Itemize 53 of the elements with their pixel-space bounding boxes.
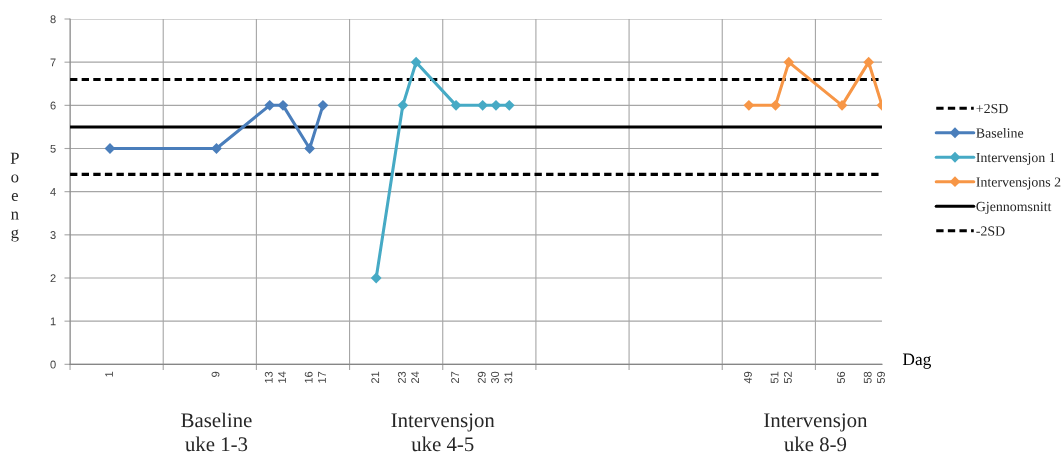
point [743, 99, 755, 111]
legend-label: +2SD [976, 103, 1008, 114]
y-tick-label: 1 [50, 317, 56, 326]
x-tick-label: 59 [877, 371, 885, 384]
y-axis-title: Poeng [10, 152, 19, 242]
text: Intervensjon uke 8-9 [764, 413, 868, 452]
x-tick-label: 30 [491, 371, 499, 384]
point [211, 143, 222, 154]
x-tick-label: 27 [451, 371, 459, 384]
legend-label: Intervensjons 2 [976, 177, 1061, 190]
x-tick-label: 51 [770, 371, 779, 384]
text: Intervensjon uke 4-5 [391, 413, 495, 452]
point [397, 99, 409, 111]
point [304, 143, 316, 154]
text: Baseline uke 1-3 [181, 412, 252, 452]
x-tick-label: 56 [837, 371, 846, 384]
y-tick-label: 2 [50, 274, 56, 283]
x-tick-label: 31 [504, 371, 513, 384]
x-tick-label: 21 [371, 371, 380, 384]
x-tick-label: 58 [863, 371, 872, 384]
legend-label: Intervensjon 1 [976, 152, 1055, 166]
x-tick-label: 23 [397, 371, 406, 384]
point [490, 99, 502, 111]
x-axis-title: Dag [902, 353, 932, 369]
y-tick-label: 3 [50, 231, 56, 239]
point [410, 56, 422, 68]
point [836, 99, 848, 111]
legend-label: Baseline [976, 127, 1024, 138]
x-tick-label: 14 [278, 371, 286, 383]
x-tick-label: 29 [477, 371, 486, 384]
legend-label: -2SD [976, 226, 1005, 236]
y-tick-label: 5 [50, 144, 56, 153]
y-tick-label: 7 [50, 58, 56, 67]
point [317, 99, 329, 111]
point [783, 56, 795, 68]
x-tick-label: 52 [783, 371, 792, 384]
point [370, 272, 382, 284]
y-tick-label: 0 [50, 360, 56, 369]
point [450, 99, 462, 111]
point [770, 99, 781, 111]
x-tick-label: 13 [264, 371, 273, 383]
x-tick-label: 16 [304, 371, 313, 383]
y-tick-label: 6 [50, 101, 56, 110]
point [277, 99, 289, 111]
x-tick-label: 24 [411, 371, 419, 384]
x-tick-label: 49 [743, 371, 752, 384]
y-tick-label: 8 [50, 15, 56, 24]
legend-label: Gjennomsnitt [976, 201, 1052, 215]
y-tick-label: 4 [50, 188, 56, 196]
point [863, 56, 875, 68]
x-tick-label: 17 [318, 371, 326, 383]
x-tick-label: 1 [105, 371, 113, 377]
x-tick-label: 9 [211, 371, 220, 377]
